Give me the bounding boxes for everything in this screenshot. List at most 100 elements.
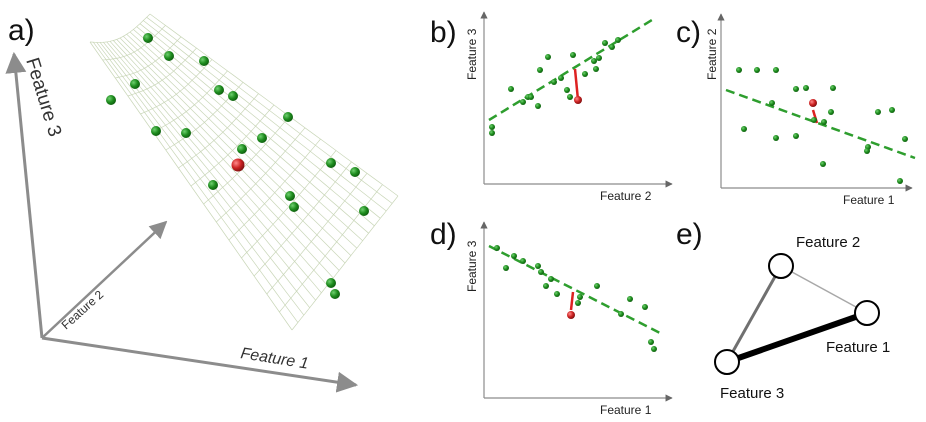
data-point: [359, 206, 369, 216]
data-point: [875, 109, 881, 115]
data-point: [591, 58, 597, 64]
data-point: [582, 71, 588, 77]
outlier-point: [574, 96, 582, 104]
data-point: [228, 91, 238, 101]
data-point: [593, 66, 599, 72]
mesh-line: [190, 104, 275, 187]
data-point: [511, 253, 517, 259]
edge-feature2-feature1: [780, 265, 868, 314]
data-point: [820, 161, 826, 167]
data-point: [494, 245, 500, 251]
data-point: [577, 294, 583, 300]
data-point: [793, 86, 799, 92]
data-point: [793, 133, 799, 139]
axis-feature-2: [41, 220, 168, 339]
data-point: [642, 304, 648, 310]
data-point: [289, 202, 299, 212]
panel-b-x-label: Feature 2: [600, 189, 652, 203]
panel-c-x-label: Feature 1: [843, 193, 895, 207]
node-label-feature-3: Feature 3: [720, 385, 784, 402]
mesh-line: [241, 150, 337, 259]
mesh-line: [152, 70, 228, 133]
data-point: [508, 86, 514, 92]
panel-d-y-label: Feature 3: [465, 240, 479, 292]
panel-a-letter: a): [8, 14, 35, 47]
mesh-line: [127, 47, 197, 97]
data-point: [545, 54, 551, 60]
panel-b: b) Feature 2 Feature 3: [430, 11, 673, 203]
panel-c: c) Feature 1 Feature 2: [676, 13, 916, 207]
axis-feature-1: [41, 336, 359, 393]
data-points-3d: [106, 33, 369, 299]
data-point: [596, 55, 602, 61]
data-point: [651, 346, 657, 352]
node-feature-3: [714, 349, 740, 375]
data-point: [164, 51, 174, 61]
data-point: [594, 283, 600, 289]
node-label-feature-1: Feature 1: [826, 339, 890, 356]
data-point: [537, 67, 543, 73]
data-point: [864, 148, 870, 154]
data-point: [618, 311, 624, 317]
data-point: [214, 85, 224, 95]
mesh-line: [203, 116, 290, 205]
edge-feature2-feature3: [725, 265, 783, 363]
data-point: [627, 296, 633, 302]
data-point: [538, 269, 544, 275]
data-point: [769, 100, 775, 106]
panel-d: d) Feature 1 Feature 3: [430, 218, 673, 417]
data-point: [551, 79, 557, 85]
axis-label-feature-2: Feature 2: [59, 287, 107, 332]
panel-e-letter: e): [676, 218, 703, 251]
data-point: [151, 126, 161, 136]
data-point: [237, 144, 247, 154]
data-point: [773, 135, 779, 141]
data-point: [130, 79, 140, 89]
panel-d-x-label: Feature 1: [600, 403, 652, 417]
data-point: [575, 300, 581, 306]
panel-b-letter: b): [430, 16, 457, 49]
data-point: [754, 67, 760, 73]
panel-d-points: [494, 245, 657, 352]
data-point: [821, 119, 827, 125]
panel-c-fit-line: [725, 88, 916, 160]
data-point: [564, 87, 570, 93]
data-point: [567, 94, 573, 100]
data-point: [326, 278, 336, 288]
data-point: [902, 136, 908, 142]
panel-d-fit-line: [488, 244, 663, 336]
data-point: [528, 94, 534, 100]
data-point: [736, 67, 742, 73]
panel-c-points: [736, 67, 908, 184]
data-point: [520, 99, 526, 105]
mesh-line: [228, 138, 321, 241]
mesh-line: [115, 36, 182, 79]
data-point: [106, 95, 116, 105]
panel-b-fit-line: [488, 18, 653, 122]
data-point: [811, 117, 817, 123]
data-point: [803, 85, 809, 91]
panel-a: a) Feature 3 Feature 1 Feature 2: [5, 13, 399, 393]
panel-b-points: [489, 37, 621, 136]
panel-d-letter: d): [430, 218, 457, 251]
data-point: [773, 67, 779, 73]
mesh-line: [291, 195, 399, 331]
data-point: [570, 52, 576, 58]
data-point: [520, 258, 526, 264]
node-feature-2: [768, 253, 794, 279]
panel-b-y-label: Feature 3: [465, 28, 479, 80]
node-label-feature-2: Feature 2: [796, 234, 860, 251]
mesh-line: [266, 173, 368, 295]
data-point: [830, 85, 836, 91]
data-point: [548, 276, 554, 282]
data-point: [889, 107, 895, 113]
data-point: [828, 109, 834, 115]
panel-c-letter: c): [676, 16, 701, 49]
data-point: [554, 291, 560, 297]
mesh-line: [89, 13, 151, 43]
data-point: [181, 128, 191, 138]
data-point: [199, 56, 209, 66]
mesh-line: [178, 93, 259, 169]
panel-c-y-label: Feature 2: [705, 28, 719, 80]
